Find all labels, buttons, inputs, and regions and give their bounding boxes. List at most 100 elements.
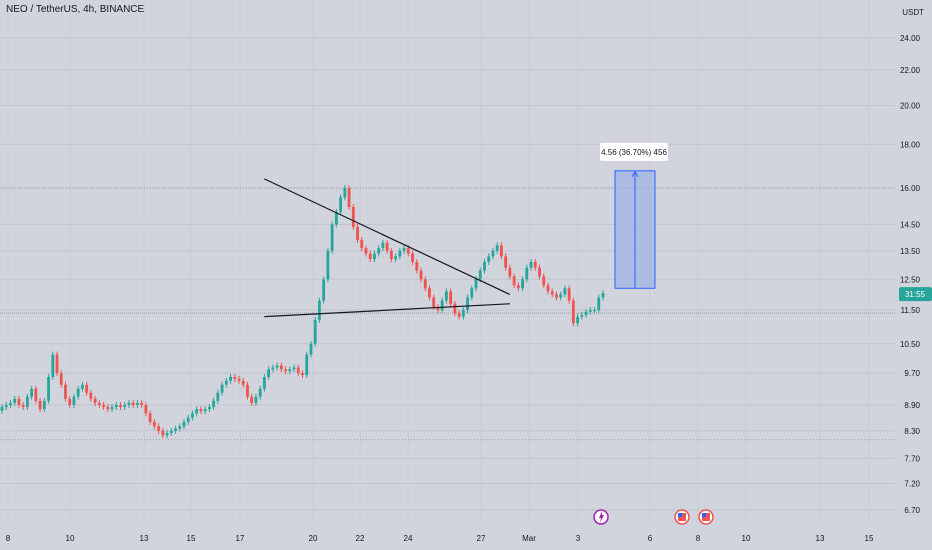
candle-body <box>250 396 254 403</box>
candle-body <box>398 250 402 257</box>
trendlines[interactable] <box>264 178 511 318</box>
x-tick-label: Mar <box>522 534 536 543</box>
candle-body <box>368 253 372 260</box>
candle-body <box>411 253 414 262</box>
candle-body <box>318 300 321 320</box>
candle-body <box>144 404 148 414</box>
candle-body <box>195 409 199 414</box>
candle-body <box>152 421 156 427</box>
candle-body <box>68 398 72 405</box>
candle-body <box>453 303 457 314</box>
candle-body <box>478 270 482 280</box>
candle-body <box>500 245 503 257</box>
candle-body <box>85 384 89 393</box>
x-tick-label: 3 <box>576 534 581 543</box>
candle-body <box>309 343 313 355</box>
candle-body <box>428 288 431 298</box>
candle-body <box>93 398 97 403</box>
candle-body <box>207 407 211 410</box>
measure-tool[interactable]: 4.56 (36.70%) 456 <box>600 142 668 289</box>
candle-body <box>512 276 516 286</box>
candle-body <box>406 248 410 254</box>
candle-body <box>148 413 152 422</box>
candle-body <box>191 413 194 418</box>
x-axis[interactable]: 8 10 13 15 17 20 22 24 27 Mar 3 6 8 10 13 15 <box>6 534 874 543</box>
chart-title: NEO / TetherUS, 4h, BINANCE <box>6 4 145 15</box>
candle-body <box>161 430 165 436</box>
candle-body <box>38 400 42 410</box>
candle-body <box>59 373 63 385</box>
y-tick-label: 10.50 <box>900 340 921 349</box>
candle-body <box>491 250 495 257</box>
candle-body <box>110 407 114 410</box>
candle-body <box>30 388 34 397</box>
trendline[interactable] <box>264 178 511 295</box>
candle-body <box>567 288 571 301</box>
candle-body <box>542 276 546 286</box>
candle-body <box>313 319 317 344</box>
y-tick-label: 16.00 <box>900 184 921 193</box>
candle-body <box>601 293 605 298</box>
candle-body <box>330 224 334 251</box>
y-tick-label: 7.70 <box>904 455 920 464</box>
candle-body <box>343 187 347 198</box>
candle-body <box>237 378 241 381</box>
x-tick-label: 27 <box>477 534 486 543</box>
candle-body <box>51 354 55 377</box>
candle-body <box>436 306 440 311</box>
candle-body <box>233 376 237 379</box>
candle-body <box>550 291 554 295</box>
candle-body <box>351 206 355 227</box>
candle-body <box>571 300 575 324</box>
y-tick-label: 8.90 <box>904 401 920 410</box>
candle-body <box>546 285 550 292</box>
y-tick-label: 6.70 <box>904 506 920 515</box>
candle-body <box>212 400 216 408</box>
candle-body <box>106 407 110 410</box>
candle-body <box>241 380 245 385</box>
candle-body <box>258 388 262 397</box>
us-flag-event-icon[interactable] <box>698 509 714 525</box>
candle-body <box>203 409 207 412</box>
x-tick-label: 8 <box>6 534 11 543</box>
candle-body <box>21 404 25 408</box>
x-tick-label: 22 <box>356 534 365 543</box>
flag-canton <box>678 513 682 517</box>
us-flag-event-icon[interactable] <box>674 509 690 525</box>
candle-body <box>381 242 385 249</box>
candle-body <box>339 197 342 212</box>
y-axis[interactable]: 24.00 22.00 20.00 18.00 16.00 14.50 13.50 12.50… <box>899 34 932 515</box>
candle-body <box>461 310 465 317</box>
candle-body <box>580 315 584 317</box>
x-tick-label: 20 <box>309 534 318 543</box>
candle-body <box>576 316 580 324</box>
candle-body <box>402 248 406 251</box>
candle-body <box>504 256 508 268</box>
trendline[interactable] <box>264 303 510 318</box>
candle-body <box>373 253 376 260</box>
candle-body <box>64 384 67 399</box>
candle-body <box>292 367 296 370</box>
candle-body <box>588 310 592 312</box>
candle-body <box>76 388 80 397</box>
candle-body <box>457 313 461 317</box>
candle-body <box>89 392 93 399</box>
candle-body <box>394 256 398 260</box>
y-tick-label: 9.70 <box>904 369 920 378</box>
candle-body <box>199 409 203 412</box>
candle-body <box>263 376 266 389</box>
candle-body <box>55 354 59 374</box>
candle-body <box>165 433 169 436</box>
lightning-event-icon[interactable] <box>593 509 609 525</box>
currency-label: USDT <box>902 8 924 17</box>
candle-body <box>432 297 436 307</box>
candle-body <box>466 297 469 311</box>
candle-body <box>301 373 304 376</box>
candle-body <box>229 376 232 381</box>
candle-body <box>97 402 101 405</box>
candle-body <box>267 369 271 377</box>
candle-body <box>322 279 326 301</box>
event-markers[interactable] <box>593 509 714 525</box>
candle-body <box>516 285 520 289</box>
